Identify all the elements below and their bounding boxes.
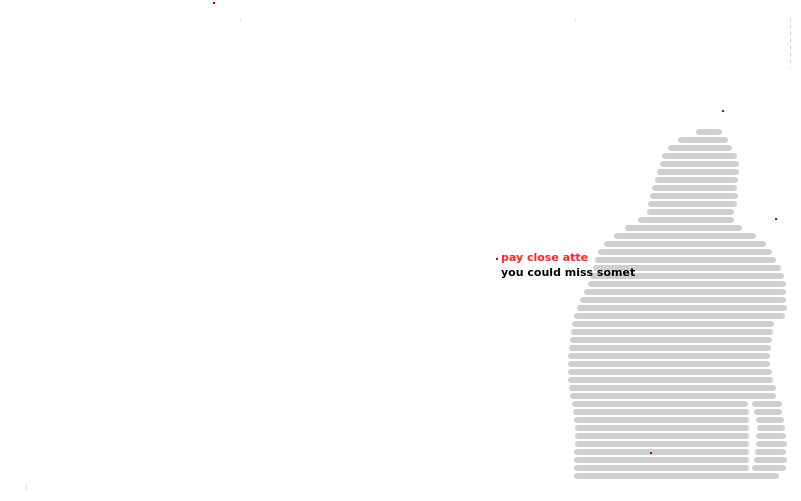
silhouette-stripe: [754, 457, 787, 463]
silhouette-stripe: [647, 209, 734, 215]
edge-tick-mark: [26, 485, 27, 490]
silhouette-stripe: [662, 153, 737, 159]
silhouette-stripe: [657, 169, 739, 175]
silhouette-stripe: [668, 145, 732, 151]
silhouette-stripe: [574, 473, 779, 479]
silhouette-stripe: [655, 177, 738, 183]
silhouette-stripe: [756, 417, 784, 423]
silhouette-stripe: [577, 305, 787, 311]
silhouette-stripe: [574, 449, 749, 455]
silhouette-stripe: [604, 241, 766, 247]
silhouette-stripe: [755, 449, 786, 455]
silhouette-stripe: [752, 465, 786, 471]
silhouette-stripe: [752, 401, 782, 407]
silhouette-stripe: [678, 137, 728, 143]
silhouette-stripe: [570, 337, 772, 343]
silhouette-stripe: [575, 441, 749, 447]
silhouette-stripe: [575, 433, 749, 439]
silhouette-stripe: [590, 273, 784, 279]
silhouette-stripe: [573, 409, 749, 415]
silhouette-stripe: [572, 321, 774, 327]
silhouette-stripe: [584, 289, 786, 295]
silhouette-stripe: [574, 417, 749, 423]
silhouette-stripe: [652, 185, 737, 191]
red-dot-marker: [775, 218, 777, 220]
edge-tick-mark: [240, 18, 241, 21]
red-dot-marker: [496, 258, 498, 260]
silhouette-stripe: [570, 393, 776, 399]
silhouette-stripe: [574, 457, 749, 463]
silhouette-stripe: [648, 201, 737, 207]
silhouette-stripe: [568, 377, 773, 383]
silhouette-stripe: [593, 265, 781, 271]
silhouette-stripe: [568, 353, 770, 359]
silhouette-stripe: [571, 329, 773, 335]
silhouette-stripe: [574, 465, 749, 471]
edge-tick-mark: [575, 18, 576, 21]
edge-tick-mark: [790, 18, 791, 68]
silhouette-stripe: [588, 281, 786, 287]
silhouette-stripe: [575, 425, 749, 431]
silhouette-stripe: [574, 313, 785, 319]
silhouette-stripe: [756, 433, 786, 439]
silhouette-stripe: [754, 409, 782, 415]
silhouette-stripe: [625, 225, 742, 231]
silhouette-stripe: [614, 233, 756, 239]
silhouette-stripe: [598, 249, 772, 255]
silhouette-stripe: [638, 217, 734, 223]
silhouette-stripe: [569, 345, 771, 351]
red-dot-marker: [722, 110, 724, 112]
teaser-line-dark: you could miss somet: [501, 266, 636, 279]
silhouette-stripe: [595, 257, 776, 263]
silhouette-stripe: [572, 401, 748, 407]
red-dot-marker: [650, 452, 652, 454]
teaser-line-red: pay close atte: [501, 251, 589, 264]
silhouette-stripe: [757, 425, 785, 431]
silhouette-stripe: [580, 297, 786, 303]
silhouette-stripe: [650, 193, 738, 199]
silhouette-stripe: [756, 441, 787, 447]
red-dot-marker: [213, 2, 215, 4]
silhouette-stripe: [660, 161, 739, 167]
silhouette-stripe: [696, 129, 722, 135]
silhouette-stripe: [568, 369, 772, 375]
silhouette-stripe: [569, 385, 776, 391]
silhouette-stripe: [568, 361, 770, 367]
